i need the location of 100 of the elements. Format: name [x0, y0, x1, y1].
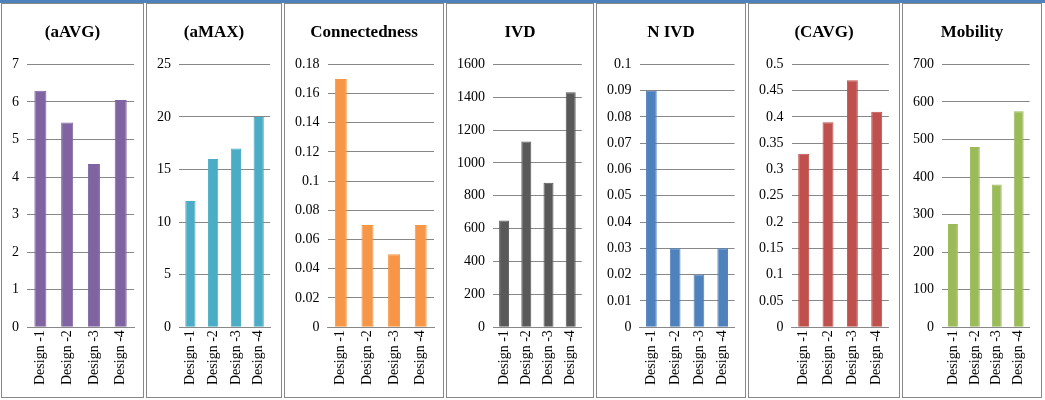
- y-tick-label: 0.08: [295, 202, 320, 218]
- chart-title: (aMAX): [183, 22, 245, 43]
- x-tick-label: Design -2: [966, 330, 982, 385]
- x-tick-label: Design -4: [714, 330, 730, 385]
- bar: [34, 90, 47, 327]
- y-tick-label: 0.25: [759, 187, 784, 203]
- y-tick-label: 0: [927, 318, 934, 334]
- bar: [334, 79, 347, 327]
- x-tick-label: Design -4: [868, 330, 884, 385]
- y-tick-label: 0.12: [295, 143, 320, 159]
- y-tick-label: 7: [12, 56, 19, 72]
- bar: [991, 184, 1002, 327]
- x-tick-label: Design -2: [517, 330, 533, 385]
- x-tick-label: Design -2: [359, 330, 375, 385]
- y-tick-label: 500: [913, 131, 934, 147]
- y-tick-label: 200: [913, 243, 934, 259]
- y-tick-label: 0.04: [607, 213, 632, 229]
- y-tick-label: 0.02: [295, 289, 320, 305]
- y-tick-label: 800: [464, 187, 485, 203]
- x-tick-label: Design -2: [666, 330, 682, 385]
- y-tick-label: 1: [12, 281, 19, 297]
- y-tick-label: 0.04: [295, 260, 320, 276]
- bar: [499, 220, 510, 327]
- y-tick-label: 1400: [457, 88, 485, 104]
- y-tick-label: 3: [12, 206, 19, 222]
- chart-title: (CAVG): [794, 22, 854, 43]
- x-tick-label: Design -3: [988, 330, 1004, 385]
- bar: [969, 146, 980, 327]
- y-tick-label: 0: [312, 318, 320, 334]
- bar: [253, 116, 264, 327]
- y-tick-label: 5: [12, 131, 19, 147]
- y-tick-label: 0.08: [607, 108, 632, 124]
- bar: [521, 141, 532, 327]
- y-tick-label: 25: [157, 56, 171, 72]
- chart-title: N IVD: [647, 22, 695, 43]
- chart-title: Connectedness: [310, 22, 418, 43]
- y-tick-label: 0.3: [766, 161, 784, 177]
- y-tick-label: 0: [478, 318, 485, 334]
- y-tick-label: 0.03: [607, 240, 632, 256]
- y-tick-label: 400: [464, 253, 485, 269]
- x-tick-label: Design -2: [819, 330, 835, 385]
- y-tick-label: 0.16: [295, 85, 320, 101]
- y-tick-label: 0.35: [759, 134, 784, 150]
- bar: [948, 223, 958, 327]
- bar: [717, 248, 729, 327]
- x-tick-label: Design -3: [844, 330, 860, 385]
- y-tick-label: 0.02: [607, 266, 632, 282]
- bar: [669, 248, 681, 327]
- y-tick-label: 4: [12, 168, 19, 184]
- x-tick-label: Design -3: [540, 330, 556, 385]
- chart-title: (aAVG): [44, 22, 101, 43]
- x-tick-label: Design -4: [412, 330, 428, 385]
- chart-title: IVD: [504, 22, 536, 43]
- y-tick-label: 0.15: [759, 240, 784, 256]
- x-tick-label: Design -3: [85, 330, 101, 385]
- x-tick-label: Design -4: [250, 330, 266, 385]
- y-tick-label: 15: [157, 161, 171, 177]
- bar: [1013, 111, 1024, 327]
- bar: [208, 159, 219, 327]
- bar: [565, 92, 576, 327]
- y-tick-label: 0: [12, 318, 19, 334]
- y-tick-label: 0.2: [766, 213, 784, 229]
- bar: [646, 90, 657, 327]
- bar: [693, 274, 705, 327]
- bar: [185, 201, 196, 327]
- y-tick-label: 20: [157, 108, 171, 124]
- x-tick-label: Design -1: [332, 330, 348, 385]
- bar: [61, 122, 74, 327]
- y-tick-label: 0.18: [295, 56, 320, 72]
- bar: [798, 153, 810, 327]
- y-tick-label: 0.5: [766, 56, 784, 72]
- x-tick-label: Design -3: [690, 330, 706, 385]
- y-tick-label: 1000: [457, 154, 485, 170]
- y-tick-label: 0.4: [766, 108, 784, 124]
- y-tick-label: 600: [913, 93, 934, 109]
- x-tick-label: Design -1: [182, 330, 198, 385]
- y-tick-label: 0.06: [295, 231, 320, 247]
- y-tick-label: 5: [164, 266, 171, 282]
- y-tick-label: 10: [157, 213, 171, 229]
- x-tick-label: Design -1: [495, 330, 511, 385]
- bar: [230, 148, 242, 327]
- x-tick-label: Design -4: [562, 330, 578, 385]
- x-tick-label: Design -4: [112, 330, 128, 385]
- x-tick-label: Design -2: [58, 330, 74, 385]
- y-tick-label: 0.05: [607, 187, 632, 203]
- chart-title: Mobility: [940, 22, 1004, 43]
- y-tick-label: 300: [913, 206, 934, 222]
- y-tick-label: 0.05: [759, 292, 784, 308]
- y-tick-label: 0: [776, 318, 784, 334]
- y-tick-label: 200: [464, 286, 485, 301]
- y-tick-label: 100: [913, 281, 934, 297]
- x-tick-label: Design -1: [643, 330, 659, 385]
- y-tick-label: 0: [164, 318, 171, 334]
- y-tick-label: 0.14: [295, 114, 320, 130]
- x-tick-label: Design -1: [32, 330, 48, 385]
- y-tick-label: 6: [12, 93, 19, 109]
- y-tick-label: 1600: [457, 56, 485, 72]
- bar: [361, 224, 374, 327]
- x-tick-label: Design -1: [795, 330, 811, 385]
- y-tick-label: 0.09: [607, 82, 632, 98]
